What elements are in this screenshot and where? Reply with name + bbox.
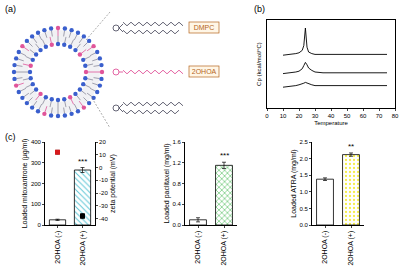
svg-text:70: 70 xyxy=(376,113,383,119)
svg-text:Temperature: Temperature xyxy=(314,120,348,126)
svg-text:10: 10 xyxy=(280,113,287,119)
svg-text:0: 0 xyxy=(38,222,42,228)
svg-text:2OHOA (-): 2OHOA (-) xyxy=(54,231,62,264)
svg-text:100: 100 xyxy=(31,201,42,207)
svg-text:1.2: 1.2 xyxy=(173,160,182,166)
svg-text:(c): (c) xyxy=(5,132,16,142)
svg-text:2OHOA: 2OHOA xyxy=(192,68,217,75)
svg-text:50: 50 xyxy=(344,113,351,119)
svg-text:-30: -30 xyxy=(99,203,108,209)
svg-text:2OHOA (+): 2OHOA (+) xyxy=(79,231,87,266)
svg-text:0: 0 xyxy=(99,165,103,171)
svg-text:Loaded ATRA (mg/ml): Loaded ATRA (mg/ml) xyxy=(290,149,298,217)
svg-text:DMPC: DMPC xyxy=(194,24,215,31)
svg-text:0.5: 0.5 xyxy=(300,206,309,212)
svg-text:400: 400 xyxy=(31,139,42,145)
svg-text:2OHOA (+): 2OHOA (+) xyxy=(347,231,355,266)
svg-text:1.6: 1.6 xyxy=(173,139,182,145)
svg-text:-20: -20 xyxy=(99,190,108,196)
svg-text:40: 40 xyxy=(328,113,335,119)
svg-text:20: 20 xyxy=(296,113,303,119)
svg-text:-40: -40 xyxy=(99,216,108,222)
svg-text:2.0: 2.0 xyxy=(300,156,309,162)
svg-text:20: 20 xyxy=(99,139,106,145)
svg-text:**: ** xyxy=(348,142,354,151)
svg-text:0.0: 0.0 xyxy=(173,222,182,228)
svg-text:2OHOA (-): 2OHOA (-) xyxy=(321,231,329,264)
svg-text:Cp (kcal/mol/°C): Cp (kcal/mol/°C) xyxy=(256,42,262,86)
svg-text:0.4: 0.4 xyxy=(173,201,182,207)
svg-text:(b): (b) xyxy=(254,4,265,14)
svg-text:-10: -10 xyxy=(99,177,108,183)
svg-text:2OHOA (+): 2OHOA (+) xyxy=(220,231,228,266)
svg-text:1.0: 1.0 xyxy=(300,189,309,195)
svg-text:Loaded paclitaxel (mg/ml): Loaded paclitaxel (mg/ml) xyxy=(163,143,171,223)
svg-text:1.5: 1.5 xyxy=(300,172,309,178)
svg-text:2.5: 2.5 xyxy=(300,139,309,145)
svg-text:***: *** xyxy=(78,157,87,166)
svg-text:300: 300 xyxy=(31,160,42,166)
svg-text:0: 0 xyxy=(265,113,269,119)
svg-text:10: 10 xyxy=(99,152,106,158)
svg-text:60: 60 xyxy=(360,113,367,119)
svg-text:Loaded mitoxantrone (μg/ml): Loaded mitoxantrone (μg/ml) xyxy=(21,139,29,229)
svg-text:0.0: 0.0 xyxy=(300,222,309,228)
svg-text:zeta potential (mV): zeta potential (mV) xyxy=(109,154,117,213)
svg-text:0.8: 0.8 xyxy=(173,181,182,187)
svg-text:30: 30 xyxy=(312,113,319,119)
svg-text:200: 200 xyxy=(31,181,42,187)
svg-text:***: *** xyxy=(220,151,229,160)
svg-text:2OHOA (-): 2OHOA (-) xyxy=(194,231,202,264)
svg-text:80: 80 xyxy=(392,113,399,119)
svg-text:(a): (a) xyxy=(5,4,16,14)
